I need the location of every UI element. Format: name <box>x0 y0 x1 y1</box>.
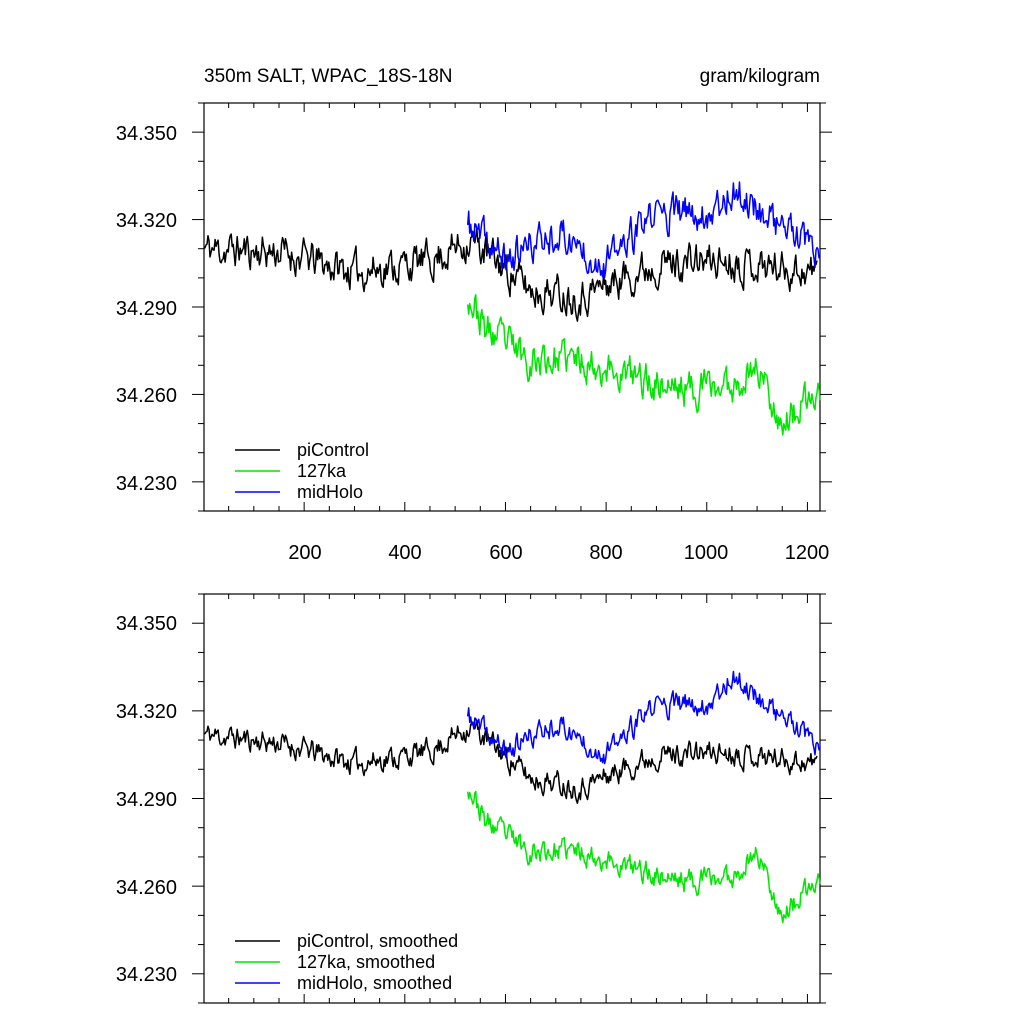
legend-label: 127ka, smoothed <box>297 952 435 972</box>
legend-label: midHolo, smoothed <box>297 973 452 993</box>
series-line <box>466 670 821 765</box>
x-tick-labels: 200 400 600 800 1000 1200 <box>288 542 829 564</box>
series-line <box>466 790 821 924</box>
x-tick-label: 600 <box>489 542 522 564</box>
series-line <box>466 181 821 279</box>
x-tick-label: 1200 <box>785 542 830 564</box>
chart-title: 350m SALT, WPAC_18S-18N <box>204 66 453 87</box>
y-tick-label: 34.320 <box>116 210 177 232</box>
y-tick-label: 34.260 <box>116 877 177 899</box>
tick-group <box>192 593 832 1004</box>
y-tick-label: 34.290 <box>116 298 177 320</box>
legend-label: piControl <box>297 440 369 460</box>
series-line <box>203 227 818 322</box>
series-line <box>466 294 821 436</box>
y-tick-label: 34.320 <box>116 701 177 723</box>
x-tick-label: 1000 <box>684 542 729 564</box>
y-tick-label: 34.350 <box>116 613 177 635</box>
legend-label: 127ka <box>297 461 347 481</box>
series-group <box>203 181 821 436</box>
tick-group <box>192 102 832 512</box>
legend-label: midHolo <box>297 482 363 502</box>
top-panel: 350m SALT, WPAC_18S-18N gram/kilogram 34… <box>116 66 832 564</box>
bottom-panel: 34.350 34.320 34.290 34.260 34.230 piCon… <box>116 593 832 1004</box>
y-tick-label: 34.230 <box>116 473 177 495</box>
series-group <box>203 670 821 924</box>
y-tick-label: 34.350 <box>116 123 177 145</box>
y-tick-label: 34.260 <box>116 385 177 407</box>
legend-label: piControl, smoothed <box>297 931 458 951</box>
x-tick-label: 200 <box>288 542 321 564</box>
y-tick-labels: 34.350 34.320 34.290 34.260 34.230 <box>116 613 177 986</box>
y-tick-label: 34.230 <box>116 964 177 986</box>
x-tick-label: 400 <box>388 542 421 564</box>
y-tick-labels: 34.350 34.320 34.290 34.260 34.230 <box>116 123 177 495</box>
units-label: gram/kilogram <box>700 66 820 87</box>
y-tick-label: 34.290 <box>116 789 177 811</box>
x-tick-label: 800 <box>589 542 622 564</box>
legend: piControl 127ka midHolo <box>235 440 369 502</box>
series-line <box>203 719 818 804</box>
legend: piControl, smoothed 127ka, smoothed midH… <box>235 931 458 993</box>
